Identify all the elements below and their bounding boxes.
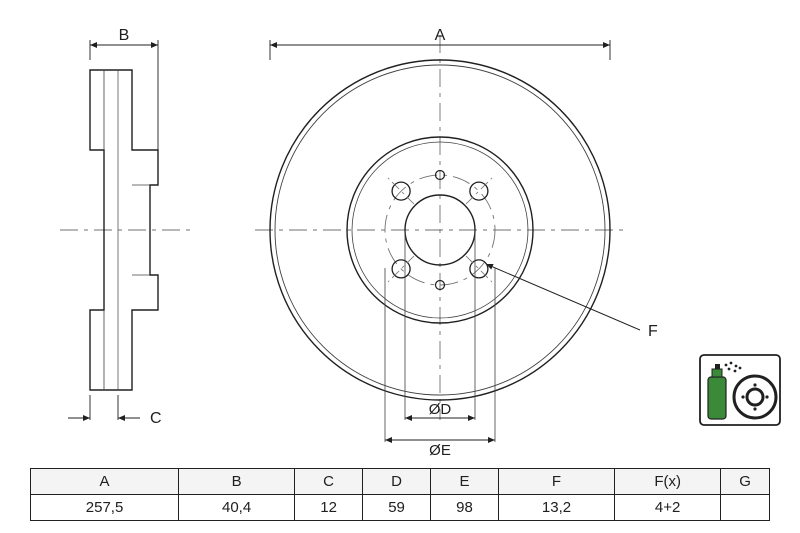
val-C: 12 (295, 495, 363, 521)
val-B: 40,4 (179, 495, 295, 521)
val-A: 257,5 (31, 495, 179, 521)
val-F: 13,2 (498, 495, 614, 521)
val-E: 98 (431, 495, 499, 521)
table-header-row: A B C D E F F(x) G (31, 469, 770, 495)
dimension-B: B (90, 27, 158, 160)
side-view: B C (60, 27, 190, 427)
label-B: B (119, 27, 130, 44)
col-D: D (363, 469, 431, 495)
val-D: 59 (363, 495, 431, 521)
dimension-table: A B C D E F F(x) G 257,5 40,4 12 59 98 1… (30, 468, 770, 521)
drawing-canvas: A F ØD ØE (0, 0, 800, 533)
col-B: B (179, 469, 295, 495)
label-F: F (648, 323, 658, 340)
label-C: C (150, 410, 162, 427)
val-Fx: 4+2 (615, 495, 721, 521)
label-A: A (435, 27, 446, 44)
col-Fx: F(x) (615, 469, 721, 495)
table-value-row: 257,5 40,4 12 59 98 13,2 4+2 (31, 495, 770, 521)
col-C: C (295, 469, 363, 495)
col-G: G (721, 469, 770, 495)
col-A: A (31, 469, 179, 495)
dimension-A: A (270, 27, 610, 60)
dimension-E: ØE (385, 268, 495, 459)
label-E: ØE (429, 442, 451, 459)
front-view: A F ØD ØE (255, 27, 658, 459)
col-E: E (431, 469, 499, 495)
label-D: ØD (429, 401, 452, 418)
dimension-C: C (68, 395, 162, 427)
col-F: F (498, 469, 614, 495)
coating-icon (700, 355, 780, 425)
val-G (721, 495, 770, 521)
